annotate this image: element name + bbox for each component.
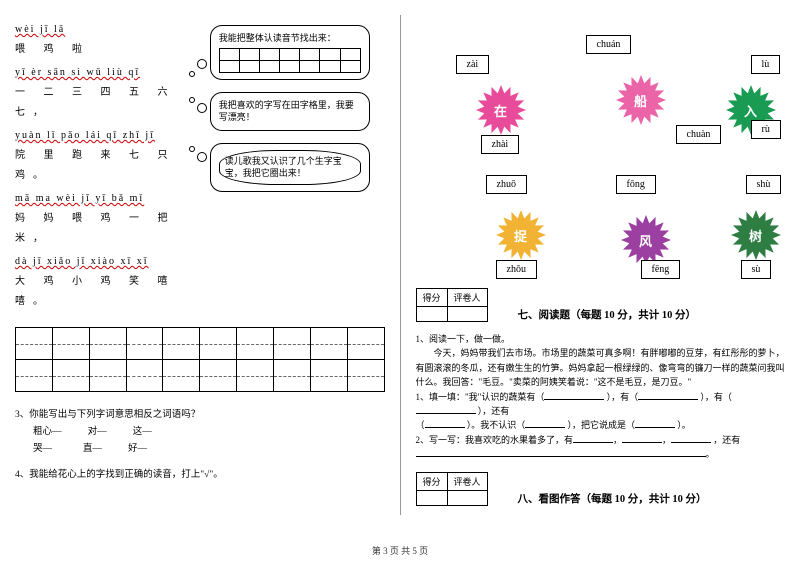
- question-4: 4、我能给花心上的字找到正确的读音，打上"√"。: [15, 466, 385, 480]
- text: ）。我不认识（: [467, 420, 526, 430]
- score-label: 评卷人: [447, 472, 487, 490]
- text: ），还有: [478, 406, 510, 416]
- q3-item: 粗心—: [33, 427, 62, 437]
- score-box: 得分评卷人: [416, 288, 488, 322]
- text: ）。: [677, 420, 691, 430]
- bubble-text: 读儿歌我又认识了几个生字宝宝，我把它圈出来！: [225, 156, 342, 179]
- pinyin: yī èr sān sì wǔ liù qī: [15, 63, 185, 83]
- score-row-8: 得分评卷人 八、看图作答（每题 10 分，共计 10 分）: [416, 472, 786, 506]
- pinyin-box: fēng: [641, 260, 681, 279]
- pinyin-box: zài: [456, 55, 490, 74]
- hanzi: 妈 妈 喂 鸡 一 把 米，: [15, 209, 185, 249]
- write-2b: 。: [416, 447, 786, 461]
- q3-item: 好—: [128, 444, 147, 454]
- bubble-text: 我把喜欢的字写在田字格里，我要写漂亮！: [219, 100, 354, 123]
- mini-grid: [219, 48, 361, 73]
- reading-question: 1、阅读一下，做一做。 今天，妈妈带我们去市场。市场里的蔬菜可真多啊！有胖嘟嘟的…: [416, 332, 786, 462]
- pinyin: mā ma wèi jī yī bǎ mǐ: [15, 189, 185, 209]
- tianzige-grid: [15, 327, 385, 392]
- pinyin-box: lù: [751, 55, 781, 74]
- pinyin-box: zhōu: [496, 260, 537, 279]
- q3-item: 对—: [88, 427, 107, 437]
- text: （: [416, 420, 425, 430]
- pinyin-box: sù: [741, 260, 772, 279]
- pinyin-box: rù: [751, 120, 781, 139]
- text: 。: [706, 449, 715, 459]
- reading-title: 1、阅读一下，做一做。: [416, 332, 786, 346]
- bubble-text: 我能把整体认读音节找出来：: [219, 33, 336, 43]
- pinyin-box: zhuō: [486, 175, 527, 194]
- score-box: 得分评卷人: [416, 472, 488, 506]
- score-label: 得分: [416, 472, 447, 490]
- section-8-title: 八、看图作答（每题 10 分，共计 10 分）: [518, 491, 707, 506]
- pinyin: dà jī xiǎo jī xiào xī xī: [15, 252, 185, 272]
- text: ），有（: [700, 392, 732, 402]
- pinyin-box: chuàn: [676, 125, 722, 144]
- text: ），把它说成是（: [568, 420, 636, 430]
- bubble-2: 我把喜欢的字写在田字格里，我要写漂亮！: [210, 92, 370, 131]
- right-column: 在船入捉风树chuánzàilùzhàichuànrùzhuōfōngshùzh…: [401, 0, 800, 530]
- left-column: wèi jī lā喂 鸡 啦 yī èr sān sì wǔ liù qī一 二…: [0, 0, 400, 530]
- bubble-3: 读儿歌我又认识了几个生字宝宝，我把它圈出来！: [210, 143, 370, 192]
- hanzi: 院 里 跑 来 七 只 鸡。: [15, 146, 185, 186]
- section-7-title: 七、阅读题（每题 10 分，共计 10 分）: [518, 307, 697, 322]
- bubble-1: 我能把整体认读音节找出来：: [210, 25, 370, 80]
- q3-item: 这—: [133, 427, 152, 437]
- text: ，还有: [713, 435, 740, 445]
- pinyin-matching: 在船入捉风树chuánzàilùzhàichuànrùzhuōfōngshùzh…: [416, 20, 786, 280]
- hanzi: 一 二 三 四 五 六 七，: [15, 83, 185, 123]
- pinyin-box: shù: [746, 175, 782, 194]
- poem-text: wèi jī lā喂 鸡 啦 yī èr sān sì wǔ liù qī一 二…: [15, 20, 185, 315]
- hanzi: 大 鸡 小 鸡 笑 嘻 嘻。: [15, 272, 185, 312]
- poem-area: wèi jī lā喂 鸡 啦 yī èr sān sì wǔ liù qī一 二…: [15, 20, 385, 315]
- fill-blank-1: 1、填一填："我"认识的蔬菜有（ ），有（ ），有（ ），还有: [416, 390, 786, 419]
- pinyin-box: zhài: [481, 135, 520, 154]
- score-label: 得分: [416, 289, 447, 307]
- starburst: 船: [616, 75, 666, 125]
- question-3: 3、你能写出与下列字词意思相反之词语吗？ 粗心— 对— 这— 哭— 直— 好—: [15, 407, 385, 458]
- text: ），有（: [607, 392, 639, 402]
- pinyin-box: chuán: [586, 35, 632, 54]
- pinyin-box: fōng: [616, 175, 656, 194]
- hanzi: 喂 鸡 啦: [15, 40, 185, 60]
- pinyin: wèi jī lā: [15, 20, 185, 40]
- q3-item: 哭—: [33, 444, 52, 454]
- starburst: 捉: [496, 210, 546, 260]
- text: 1、填一填："我"认识的蔬菜有（: [416, 392, 545, 402]
- reading-passage: 今天，妈妈带我们去市场。市场里的蔬菜可真多啊！有胖嘟嘟的豆芽，有红彤彤的萝卜，有…: [416, 346, 786, 389]
- fill-blank-1b: （ ）。我不认识（ ），把它说成是（ ）。: [416, 418, 786, 432]
- q3-title: 3、你能写出与下列字词意思相反之词语吗？: [15, 407, 385, 424]
- page: wèi jī lā喂 鸡 啦 yī èr sān sì wǔ liù qī一 二…: [0, 0, 800, 530]
- page-footer: 第 3 页 共 5 页: [0, 544, 800, 557]
- write-2: 2、写一写：我喜欢吃的水果着多了，有，， ，还有: [416, 433, 786, 447]
- speech-bubbles: 我能把整体认读音节找出来： 我把喜欢的字写在田字格里，我要写漂亮！ 读儿歌我又认…: [195, 20, 385, 315]
- score-label: 评卷人: [447, 289, 487, 307]
- pinyin: yuàn lǐ pǎo lái qī zhī jī: [15, 126, 185, 146]
- text: 2、写一写：我喜欢吃的水果着多了，有: [416, 435, 574, 445]
- starburst: 风: [621, 215, 671, 265]
- q3-item: 直—: [83, 444, 102, 454]
- starburst: 在: [476, 85, 526, 135]
- starburst: 树: [731, 210, 781, 260]
- score-row-7: 得分评卷人 七、阅读题（每题 10 分，共计 10 分）: [416, 288, 786, 322]
